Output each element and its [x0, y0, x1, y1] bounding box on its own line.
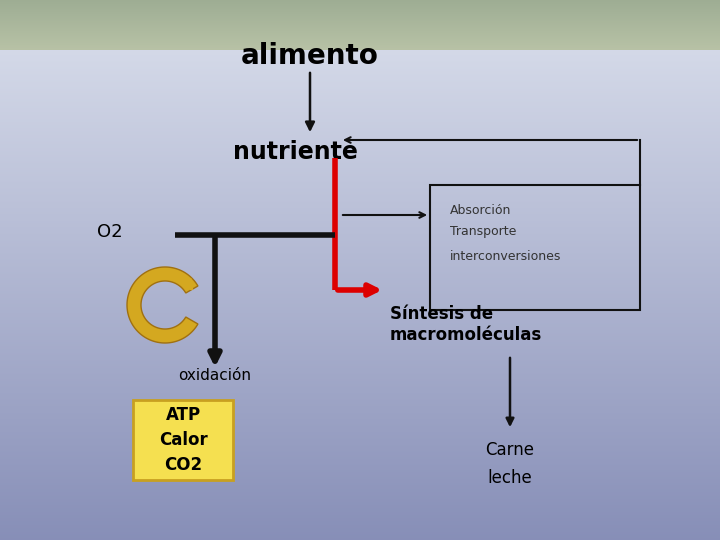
Text: Transporte: Transporte [450, 226, 516, 239]
Text: interconversiones: interconversiones [450, 249, 562, 262]
Text: Absorción: Absorción [450, 204, 511, 217]
Text: Carne: Carne [485, 441, 534, 459]
Text: Síntesis de
macromoléculas: Síntesis de macromoléculas [390, 305, 542, 344]
Text: O2: O2 [97, 223, 122, 241]
Bar [133, 400, 233, 480]
Text: ATP
Calor
CO2: ATP Calor CO2 [158, 406, 207, 474]
Text: nutriente: nutriente [233, 140, 357, 164]
Bar [430, 185, 640, 310]
Text: oxidación: oxidación [179, 368, 251, 382]
Polygon shape [127, 267, 198, 343]
Text: leche: leche [487, 469, 532, 487]
Text: alimento: alimento [241, 42, 379, 70]
